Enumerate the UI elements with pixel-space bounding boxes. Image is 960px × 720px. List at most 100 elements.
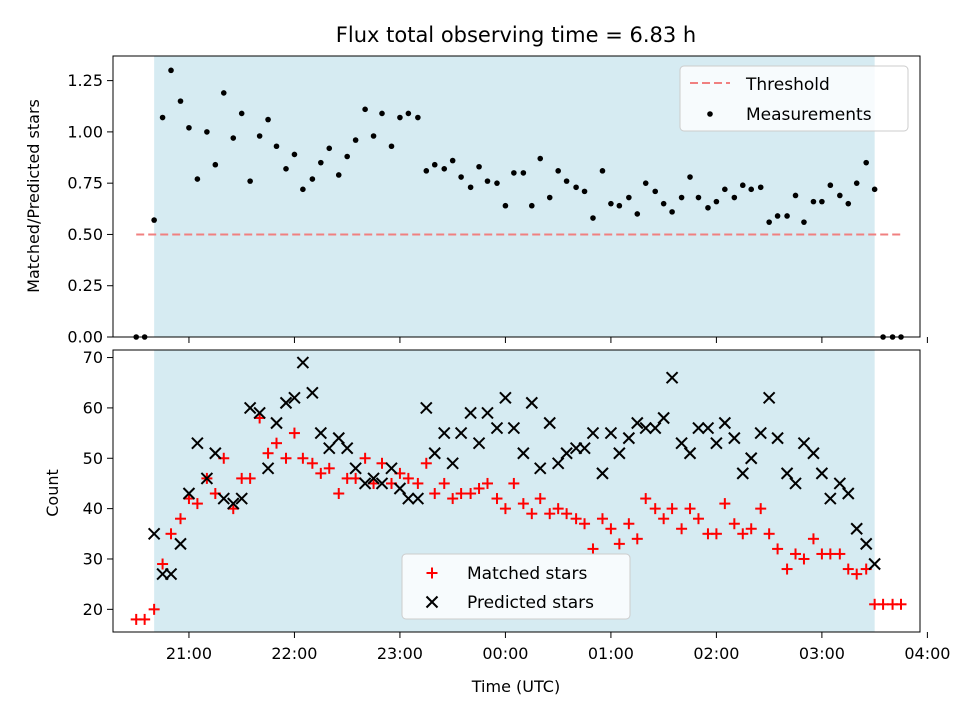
measurement-point [151,217,157,223]
measurement-point [300,186,306,193]
predicted-star-point [323,441,336,455]
matched-star-point [412,477,424,489]
matched-star-point [288,427,300,439]
matched-star-point [148,603,160,615]
measurement-point [484,178,491,184]
matched-star-point [640,493,652,505]
matched-star-point [191,498,203,510]
predicted-star-point [631,416,644,430]
matched-star-point [842,563,854,575]
predicted-star-point [393,482,407,495]
predicted-marker-b [306,386,319,400]
matched-star-point [649,503,661,515]
predicted-marker-b [586,426,600,440]
predicted-marker-b [762,391,776,405]
measurement-point [256,133,263,139]
predicted-marker-b [438,426,451,440]
matched-star-point [824,548,836,560]
matched-star-point [473,482,485,494]
predicted-star-point [385,462,398,475]
predicted-marker-b [446,457,459,470]
measurement-point [546,194,553,201]
count-y-tick-label: 50 [83,449,103,468]
predicted-marker-b [596,467,609,480]
predicted-star-point [517,447,530,460]
predicted-marker-b [340,441,354,455]
predicted-marker-b [745,452,758,465]
predicted-marker-b [824,492,837,505]
ratio-legend-box [679,65,909,132]
measurement-point [863,159,869,166]
measurement-point [705,204,711,211]
measurement-point [238,110,245,117]
measurement-point [309,176,316,182]
legend-matched-label: Matched stars [467,564,587,584]
matched-star-point [605,523,617,535]
predicted-marker-b [375,477,389,490]
matched-star-point [165,528,177,540]
ratio-y-tick-label: 0.75 [67,174,103,193]
matched-star-point [692,513,704,525]
measurement-point [335,172,342,178]
predicted-marker-b [174,537,187,551]
measurement-point [687,174,693,180]
predicted-marker-b [736,467,749,480]
predicted-marker-b [367,472,380,485]
count-y-tick-label: 20 [83,600,103,619]
measurement-point [168,67,174,74]
matched-star-point [737,528,749,540]
predicted-star-point [472,436,486,450]
matched-star-point [499,503,511,515]
predicted-marker-b [789,477,802,490]
measurement-point [731,194,738,201]
predicted-marker-b [464,406,477,420]
legend-matched-swatch [426,567,438,579]
count-y-tick-label: 60 [83,398,103,417]
predicted-star-point [850,522,863,535]
ratio-y-tick-label: 0.25 [67,276,103,295]
predicted-marker-b [358,477,372,490]
count-axes-frame [112,349,921,633]
matched-star-point [666,503,678,515]
matched-star-point [271,437,283,449]
predicted-star-point [675,436,688,450]
predicted-marker-b [182,487,196,500]
predicted-star-point [191,436,204,450]
matched-star-point [438,477,450,489]
measurement-point [362,106,368,113]
matched-star-point [262,447,274,459]
predicted-star-point [762,391,776,405]
measurement-point [220,90,227,96]
predicted-star-point [701,421,715,435]
matched-star-point [561,508,573,520]
matched-star-point [333,488,345,500]
measurement-point [652,188,659,195]
predicted-star-point [182,487,196,500]
measurement-point [397,114,403,121]
predicted-star-point [683,447,697,460]
measurement-point [388,143,395,150]
predicted-star-point [209,447,222,460]
matched-star-point [306,457,318,469]
measurement-point [537,155,544,162]
matched-star-point [534,493,546,505]
predicted-marker-b [261,462,275,475]
ratio-axes-frame [112,55,921,338]
measurement-point [344,153,350,160]
count-x-tick-label: 01:00 [588,644,634,663]
predicted-marker-b [868,557,881,571]
matched-star-point [297,452,309,464]
predicted-star-point [314,426,328,440]
predicted-star-point [745,452,758,465]
matched-star-point [323,462,335,474]
predicted-star-point [332,431,345,445]
predicted-marker-b [227,497,240,510]
predicted-marker-b [288,391,301,405]
predicted-marker-b [323,441,336,455]
ratio-y-tick-label: 0.50 [67,225,103,244]
matched-star-point [587,543,599,555]
measurement-point [441,166,448,172]
predicted-marker-b [833,477,847,490]
matched-star-point [781,563,793,575]
measurement-point [370,133,377,139]
